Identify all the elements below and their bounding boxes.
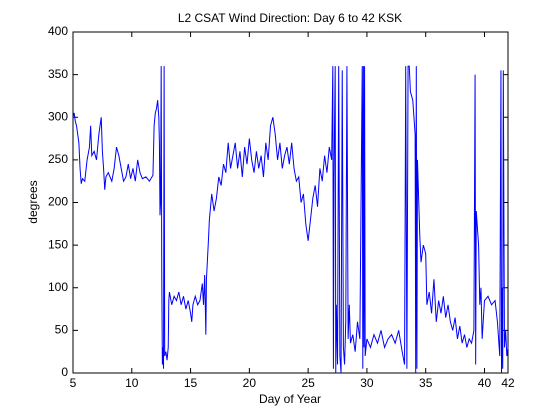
x-tick-label: 40 <box>478 376 492 390</box>
y-axis-label: degrees <box>26 180 40 223</box>
chart-title: L2 CSAT Wind Direction: Day 6 to 42 KSK <box>178 11 402 25</box>
y-tick-label: 100 <box>48 280 68 294</box>
x-tick-label: 35 <box>419 376 433 390</box>
x-tick-label: 10 <box>125 376 139 390</box>
x-tick-label: 42 <box>501 376 515 390</box>
x-tick-label: 25 <box>301 376 315 390</box>
x-tick-label: 15 <box>184 376 198 390</box>
y-tick-label: 150 <box>48 237 68 251</box>
x-tick-label: 20 <box>243 376 257 390</box>
data-line <box>72 65 509 374</box>
y-tick-label: 50 <box>55 323 69 337</box>
x-tick-label: 30 <box>360 376 374 390</box>
y-tick-label: 0 <box>61 365 68 379</box>
y-tick-label: 350 <box>48 67 68 81</box>
y-tick-label: 400 <box>48 24 68 38</box>
x-tick-label: 5 <box>70 376 77 390</box>
y-tick-label: 200 <box>48 195 68 209</box>
y-tick-label: 250 <box>48 152 68 166</box>
x-axis-label: Day of Year <box>259 392 321 406</box>
y-tick-label: 300 <box>48 109 68 123</box>
